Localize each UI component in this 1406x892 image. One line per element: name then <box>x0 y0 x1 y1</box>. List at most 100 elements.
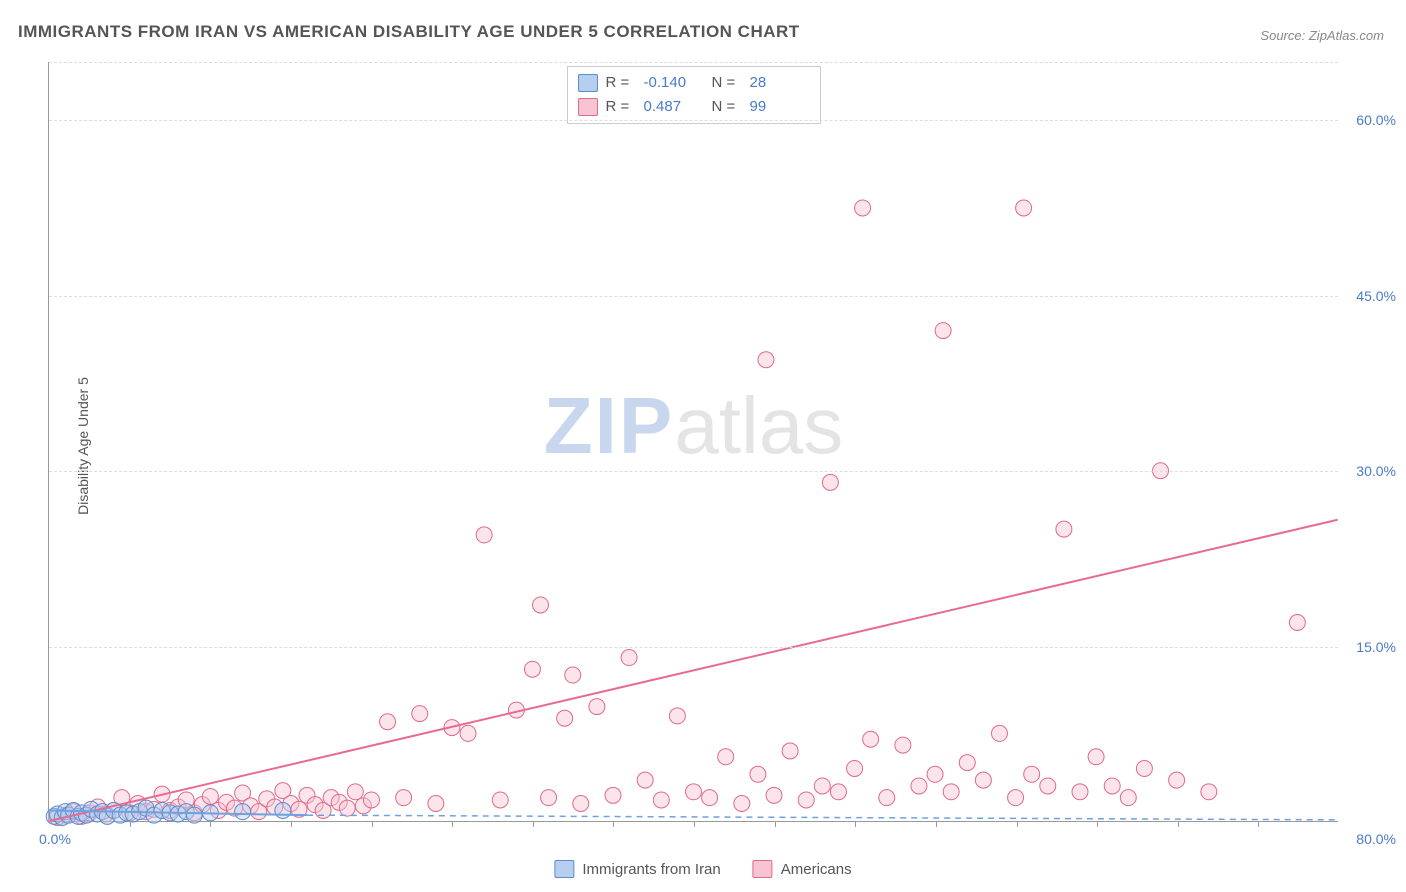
data-point <box>702 790 718 806</box>
swatch-americans-bottom <box>753 860 773 878</box>
data-point <box>202 788 218 804</box>
series-legend: Immigrants from Iran Americans <box>554 860 851 878</box>
data-point <box>235 804 251 820</box>
data-point <box>653 792 669 808</box>
data-point <box>959 755 975 771</box>
data-point <box>750 766 766 782</box>
xtick <box>130 821 131 827</box>
data-point <box>911 778 927 794</box>
data-point <box>476 527 492 543</box>
data-point <box>492 792 508 808</box>
data-point <box>855 200 871 216</box>
xtick <box>855 821 856 827</box>
data-point <box>363 792 379 808</box>
xtick <box>533 821 534 827</box>
data-point <box>605 787 621 803</box>
data-point <box>975 772 991 788</box>
data-point <box>339 800 355 816</box>
xtick <box>372 821 373 827</box>
data-point <box>766 787 782 803</box>
data-point <box>460 725 476 741</box>
ytick-label: 60.0% <box>1356 112 1396 128</box>
series-label-iran: Immigrants from Iran <box>582 861 720 878</box>
data-point <box>186 807 202 823</box>
data-point <box>734 795 750 811</box>
data-point <box>637 772 653 788</box>
origin-label: 0.0% <box>39 831 71 847</box>
data-point <box>1088 749 1104 765</box>
xtick <box>936 821 937 827</box>
trend-line <box>307 815 1338 820</box>
chart-title: IMMIGRANTS FROM IRAN VS AMERICAN DISABIL… <box>18 22 800 42</box>
ytick-label: 30.0% <box>1356 463 1396 479</box>
data-point <box>1104 778 1120 794</box>
chart-container: IMMIGRANTS FROM IRAN VS AMERICAN DISABIL… <box>0 0 1406 892</box>
xtick <box>291 821 292 827</box>
xtick <box>694 821 695 827</box>
data-point <box>557 710 573 726</box>
xmax-label: 80.0% <box>1356 831 1396 847</box>
data-point <box>541 790 557 806</box>
data-point <box>412 706 428 722</box>
data-point <box>1008 790 1024 806</box>
data-point <box>347 784 363 800</box>
ytick-label: 45.0% <box>1356 288 1396 304</box>
data-point <box>782 743 798 759</box>
xtick <box>210 821 211 827</box>
data-point <box>847 760 863 776</box>
data-point <box>1136 760 1152 776</box>
xtick <box>613 821 614 827</box>
data-point <box>1040 778 1056 794</box>
source-label: Source: <box>1260 28 1305 43</box>
data-point <box>863 731 879 747</box>
gridline <box>49 120 1338 121</box>
data-point <box>1120 790 1136 806</box>
xtick <box>1258 821 1259 827</box>
legend-item-americans: Americans <box>753 860 852 878</box>
data-point <box>573 795 589 811</box>
source-attribution: Source: ZipAtlas.com <box>1260 28 1384 43</box>
data-point <box>879 790 895 806</box>
data-point <box>686 784 702 800</box>
data-point <box>533 597 549 613</box>
data-point <box>830 784 846 800</box>
data-point <box>1289 615 1305 631</box>
data-point <box>822 474 838 490</box>
data-point <box>565 667 581 683</box>
gridline <box>49 647 1338 648</box>
data-point <box>1024 766 1040 782</box>
data-point <box>814 778 830 794</box>
gridline <box>49 62 1338 63</box>
data-point <box>1016 200 1032 216</box>
data-point <box>1169 772 1185 788</box>
data-point <box>428 795 444 811</box>
xtick <box>1017 821 1018 827</box>
data-point <box>927 766 943 782</box>
data-point <box>991 725 1007 741</box>
data-point <box>935 323 951 339</box>
data-point <box>758 352 774 368</box>
xtick <box>1178 821 1179 827</box>
gridline <box>49 296 1338 297</box>
data-point <box>524 661 540 677</box>
data-point <box>589 699 605 715</box>
swatch-iran-bottom <box>554 860 574 878</box>
gridline <box>49 471 1338 472</box>
data-point <box>1201 784 1217 800</box>
source-value: ZipAtlas.com <box>1309 28 1384 43</box>
data-point <box>943 784 959 800</box>
series-label-americans: Americans <box>781 861 852 878</box>
data-point <box>718 749 734 765</box>
data-point <box>275 803 291 819</box>
scatter-svg <box>49 62 1338 821</box>
legend-item-iran: Immigrants from Iran <box>554 860 720 878</box>
data-point <box>669 708 685 724</box>
xtick <box>775 821 776 827</box>
ytick-label: 15.0% <box>1356 639 1396 655</box>
data-point <box>396 790 412 806</box>
plot-area: ZIPatlas R = -0.140 N = 28 R = 0.487 N =… <box>48 62 1338 822</box>
data-point <box>1072 784 1088 800</box>
data-point <box>1056 521 1072 537</box>
data-point <box>798 792 814 808</box>
data-point <box>621 650 637 666</box>
